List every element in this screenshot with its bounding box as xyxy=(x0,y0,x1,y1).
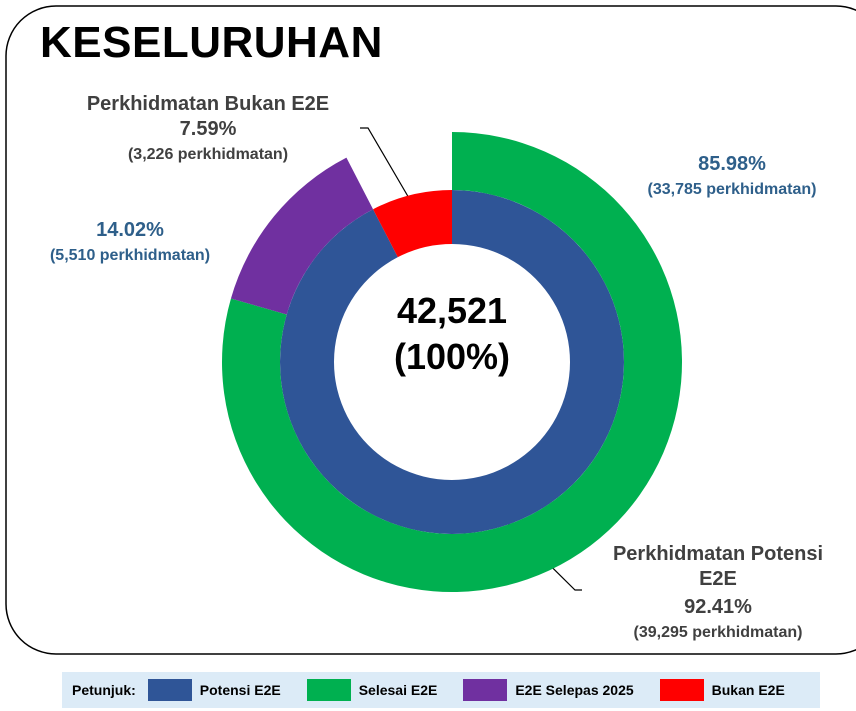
count-label: (39,295 perkhidmatan) xyxy=(633,624,803,641)
legend-item: Selesai E2E xyxy=(306,679,438,701)
annotation: 85.98% (33,785 perkhidmatan) xyxy=(612,152,852,202)
inner-segment xyxy=(279,190,624,534)
center-total: 42,521 xyxy=(396,290,508,331)
legend-item: Potensi E2E xyxy=(147,679,281,701)
value-label: 85.98% xyxy=(698,153,766,175)
legend-item: E2E Selepas 2025 xyxy=(463,679,634,701)
outer-segment xyxy=(230,157,374,315)
legend-label: Selesai E2E xyxy=(358,682,438,698)
count-label: (5,510 perkhidmatan) xyxy=(49,247,211,264)
value-label: 92.41% xyxy=(684,596,752,618)
legend-label: E2E Selepas 2025 xyxy=(515,682,634,698)
chart-title: KESELURUHAN xyxy=(40,18,383,67)
annotation: Perkhidmatan Potensi E2E 92.41% (39,295 … xyxy=(593,542,843,645)
inner-segment xyxy=(373,190,452,258)
annotation: Perkhidmatan Bukan E2E 7.59% (3,226 perk… xyxy=(58,92,358,167)
frame xyxy=(5,5,856,655)
annotation: 14.02% (5,510 perkhidmatan) xyxy=(20,218,240,268)
leader-line xyxy=(360,127,414,206)
legend-swatch xyxy=(463,679,508,701)
legend-title: Petunjuk: xyxy=(72,682,136,698)
legend-swatch xyxy=(147,679,192,701)
center-label: 42,521 (100%) xyxy=(352,288,552,380)
segment-name: Perkhidmatan Bukan E2E xyxy=(86,93,330,115)
legend-item: Bukan E2E xyxy=(659,679,785,701)
value-label: 7.59% xyxy=(179,118,237,140)
center-percent: (100%) xyxy=(393,336,511,377)
segment-name: Perkhidmatan Potensi E2E xyxy=(612,543,824,590)
legend-swatch xyxy=(659,679,704,701)
value-label: 14.02% xyxy=(96,219,164,241)
count-label: (3,226 perkhidmatan) xyxy=(127,146,289,163)
legend-swatch xyxy=(306,679,351,701)
legend-label: Bukan E2E xyxy=(711,682,785,698)
legend: Petunjuk: Potensi E2E Selesai E2E E2E Sele… xyxy=(62,672,820,708)
count-label: (33,785 perkhidmatan) xyxy=(647,181,817,198)
legend-label: Potensi E2E xyxy=(199,682,281,698)
